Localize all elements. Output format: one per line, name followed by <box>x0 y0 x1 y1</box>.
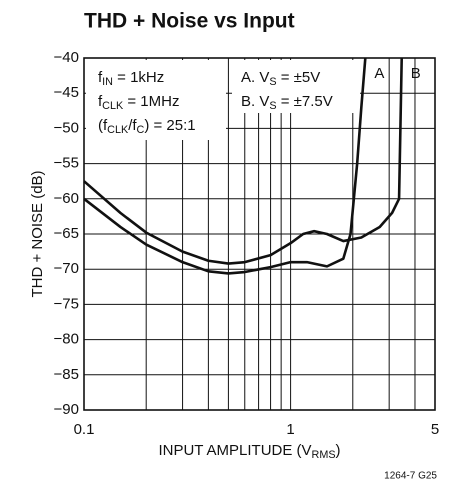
text-part: (f <box>98 117 108 134</box>
plot-frame <box>83 57 436 411</box>
y-tick-label: −60 <box>54 190 79 207</box>
annotation-background <box>232 60 360 113</box>
subscript: CLK <box>102 100 124 112</box>
legend-label: B <box>411 65 421 82</box>
y-tick-label: −50 <box>54 119 79 136</box>
annotation: A. VS = ±5V <box>241 69 320 88</box>
text-part: ) <box>336 442 341 459</box>
y-tick-label: −90 <box>54 401 79 418</box>
annotation: (fCLK/fC) = 25:1 <box>98 117 196 136</box>
annotation: fIN = 1kHz <box>98 69 164 88</box>
text-part: f <box>98 69 103 86</box>
y-axis-label: THD + NOISE (dB) <box>29 170 46 297</box>
x-axis-label: INPUT AMPLITUDE (VRMS) <box>158 442 340 461</box>
y-tick-label: −80 <box>54 331 79 348</box>
text-part: INPUT AMPLITUDE (V <box>158 442 311 459</box>
subscript: S <box>269 76 276 88</box>
subscript: C <box>137 124 145 136</box>
text-part: A. V <box>241 69 269 86</box>
y-tick-label: −40 <box>54 49 79 66</box>
subscript: RMS <box>312 449 336 461</box>
y-tick-label: −45 <box>54 84 79 101</box>
text-part: = 1MHz <box>123 93 179 110</box>
text-part: B. V <box>241 93 269 110</box>
x-tick-label: 1 <box>286 421 294 438</box>
subscript: S <box>269 100 276 112</box>
text-part: = 1kHz <box>113 69 164 86</box>
x-tick-label: 0.1 <box>74 421 95 438</box>
text-part: /f <box>128 117 137 134</box>
annotation: fCLK = 1MHz <box>98 93 179 112</box>
subscript: CLK <box>107 124 129 136</box>
x-tick-label: 5 <box>431 421 439 438</box>
legend-label: A <box>374 65 384 82</box>
line <box>83 57 367 275</box>
y-tick-label: −75 <box>54 295 79 312</box>
text-part: f <box>98 93 103 110</box>
annotation: B. VS = ±7.5V <box>241 93 333 112</box>
text-part: = ±5V <box>277 69 321 86</box>
text-part: = ±7.5V <box>277 93 333 110</box>
line <box>83 57 404 265</box>
subscript: IN <box>102 76 113 88</box>
y-tick-label: −55 <box>54 155 79 172</box>
y-tick-label: −85 <box>54 366 79 383</box>
y-tick-label: −65 <box>54 225 79 242</box>
annotation-background <box>86 60 226 140</box>
y-tick-label: −70 <box>54 260 79 277</box>
footnote: 1264-7 G25 <box>384 471 437 482</box>
text-part: ) = 25:1 <box>144 117 195 134</box>
chart-title: THD + Noise vs Input <box>84 10 295 33</box>
